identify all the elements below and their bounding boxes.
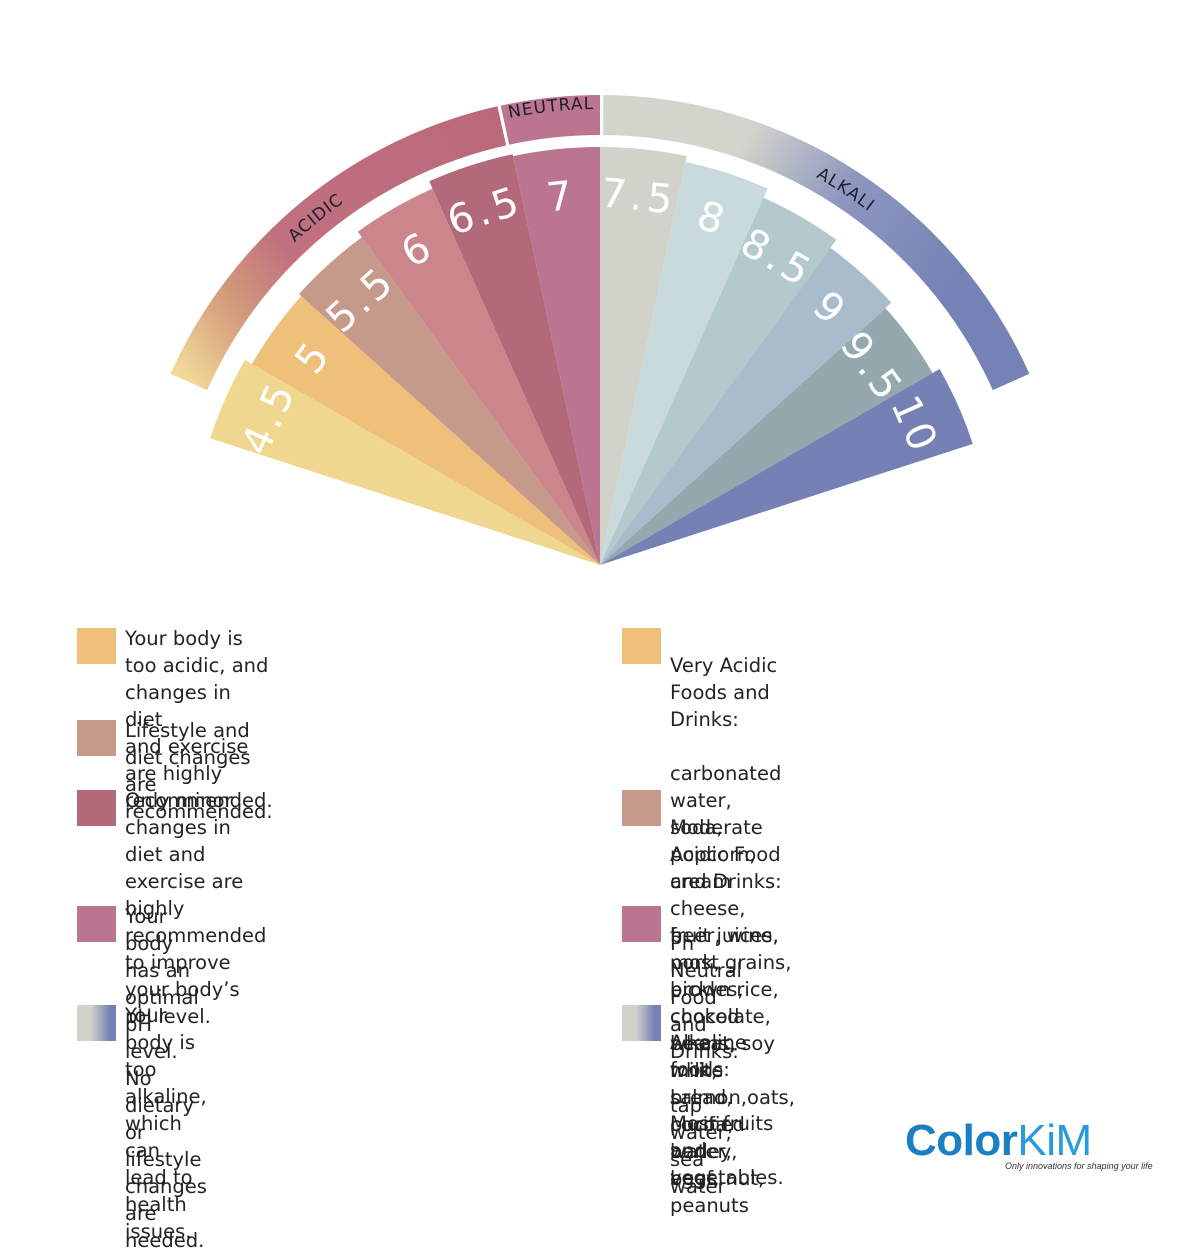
swatch-neutral-foods bbox=[622, 906, 661, 942]
colorkim-logo: ColorKiM Only innovations for shaping yo… bbox=[905, 1117, 1175, 1171]
swatch-optimal bbox=[77, 906, 116, 942]
logo-tagline: Only innovations for shaping your life bbox=[1005, 1161, 1175, 1171]
swatch-minor-changes bbox=[77, 790, 116, 826]
legend-title-alkaline-foods: Alkaline foods: bbox=[670, 1029, 784, 1083]
logo-word-main: Color bbox=[905, 1116, 1017, 1165]
legend-text-too-alkaline: Your body is too alkaline, which can lea… bbox=[125, 1002, 207, 1245]
swatch-very-acidic-foods bbox=[622, 628, 661, 664]
logo-word-accent: KiM bbox=[1017, 1116, 1091, 1165]
legend-title-very-acidic-foods: Very Acidic Foods and Drinks: bbox=[670, 652, 781, 733]
ph-label: 7 bbox=[544, 173, 578, 222]
legend-item-alkaline-foods: Alkaline foods: Most fruits and vegetabl… bbox=[622, 1002, 784, 1218]
swatch-too-alkaline bbox=[77, 1005, 116, 1041]
ph-label: 7.5 bbox=[599, 170, 679, 224]
swatch-lifestyle-changes bbox=[77, 720, 116, 756]
legend-title-moderate-acidic-foods: Moderate Acidic Food and Drinks: bbox=[670, 814, 795, 895]
swatch-alkaline-foods bbox=[622, 1005, 661, 1041]
legend-item-too-alkaline: Your body is too alkaline, which can lea… bbox=[77, 1002, 207, 1245]
legend-body-alkaline-foods: Most fruits and vegetables. bbox=[670, 1110, 784, 1191]
swatch-moderate-acidic-foods bbox=[622, 790, 661, 826]
swatch-too-acidic bbox=[77, 628, 116, 664]
